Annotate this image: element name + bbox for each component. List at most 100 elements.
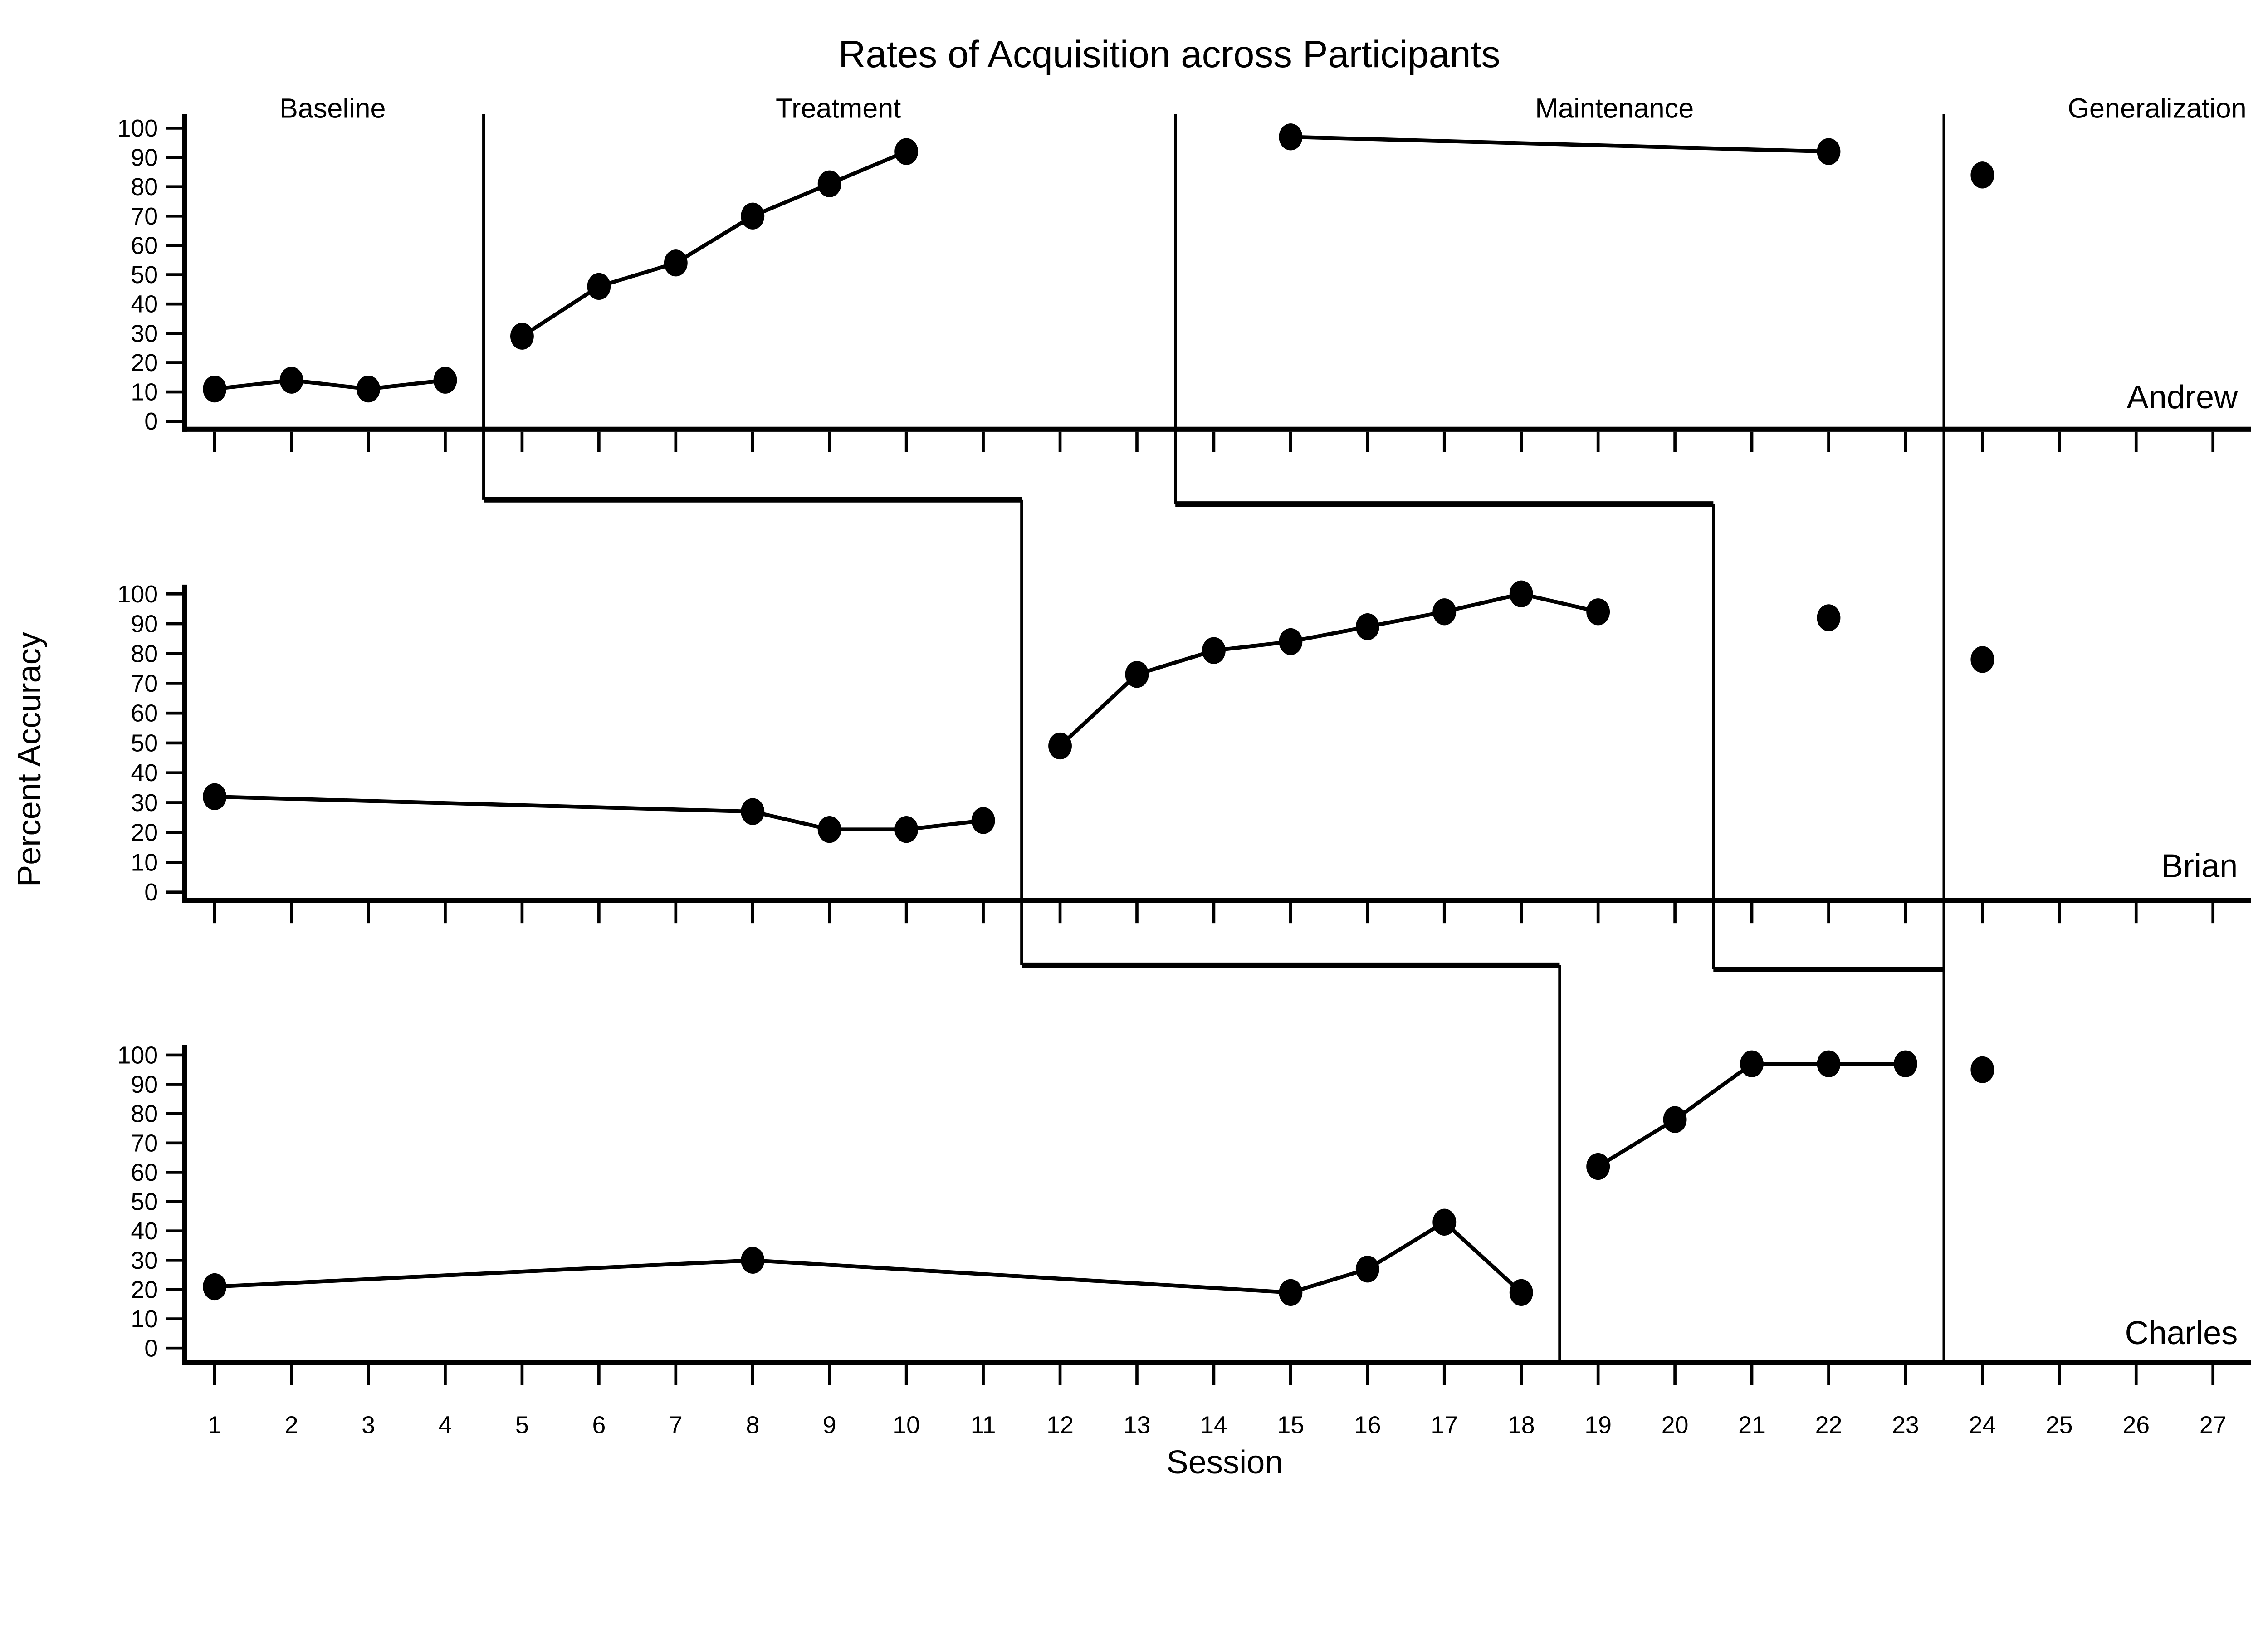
data-point: [1817, 138, 1841, 165]
data-point: [894, 816, 919, 843]
y-tick-label: 90: [131, 1071, 158, 1098]
y-tick-label: 30: [131, 320, 158, 347]
x-tick-label: 24: [1969, 1411, 1996, 1438]
y-tick-label: 10: [131, 379, 158, 406]
data-point: [203, 375, 227, 403]
data-point: [894, 138, 919, 165]
data-layer: [203, 123, 1994, 1306]
data-point: [1663, 1106, 1687, 1133]
data-point: [1432, 598, 1457, 626]
y-tick-label: 100: [117, 1041, 158, 1069]
data-point: [1970, 646, 1994, 673]
x-tick-label: 25: [2046, 1411, 2073, 1438]
figure-container: 0 10 20 30 40 50 60 70 80 90 100 0 10 20 30 40 50 60 70 80 9…: [11, 33, 2251, 1481]
y-tick-label: 20: [131, 1276, 158, 1303]
data-point: [971, 807, 995, 834]
x-tick-label: 11: [971, 1411, 996, 1438]
data-point: [1202, 637, 1226, 664]
data-series-baseline: [215, 795, 984, 831]
x-tick-label: 5: [515, 1411, 529, 1438]
y-tick-label: 30: [131, 1247, 158, 1274]
y-tick-label: 0: [144, 879, 158, 906]
x-axis-title: Session: [1167, 1444, 1283, 1481]
y-tick-label: 40: [131, 291, 158, 318]
y-tick-label: 20: [131, 819, 158, 846]
data-point: [1970, 1056, 1994, 1083]
data-point: [203, 1273, 227, 1301]
x-tick-label: 1: [208, 1411, 221, 1438]
y-tick-label: 80: [131, 173, 158, 200]
y-tick-label: 70: [131, 1129, 158, 1157]
data-series-baseline: [214, 1220, 1523, 1295]
x-tick-label: 4: [439, 1411, 452, 1438]
data-series-maintenance: [1290, 135, 1829, 154]
phase-label-maintenance: Maintenance: [1535, 93, 1694, 123]
data-point: [1279, 123, 1303, 151]
x-tick-label: 2: [285, 1411, 298, 1438]
multiple-baseline-chart: 0102030405060708090100010203040506070809…: [11, 33, 2251, 1481]
phase-lines-layer: [482, 114, 1945, 1363]
axes-layer: 0102030405060708090100010203040506070809…: [117, 114, 2251, 1438]
data-point: [279, 367, 303, 394]
data-point: [510, 323, 534, 350]
y-tick-label: 70: [131, 670, 158, 697]
data-point: [1355, 1256, 1379, 1283]
x-tick-label: 3: [362, 1411, 375, 1438]
phase-label-generalization: Generalization: [2068, 93, 2247, 123]
participant-label-andrew: Andrew: [2126, 379, 2238, 416]
x-tick-label: 15: [1277, 1411, 1305, 1438]
y-tick-label: 0: [144, 1335, 158, 1362]
data-point: [203, 783, 227, 810]
x-tick-label: 9: [823, 1411, 836, 1438]
data-point: [1893, 1050, 1917, 1077]
x-tick-label: 26: [2122, 1411, 2150, 1438]
y-tick-label: 60: [131, 1159, 158, 1186]
data-point: [1740, 1050, 1764, 1077]
data-point: [1509, 580, 1533, 607]
data-point: [587, 273, 611, 300]
y-tick-label: 40: [131, 759, 158, 787]
data-point: [1279, 628, 1303, 655]
data-point: [1586, 1153, 1610, 1180]
y-tick-label: 10: [131, 1305, 158, 1333]
y-tick-label: 100: [117, 581, 158, 608]
data-point: [433, 367, 457, 394]
data-point: [1125, 661, 1149, 688]
y-tick-label: 100: [117, 115, 158, 142]
participant-label-brian: Brian: [2161, 848, 2238, 884]
y-tick-label: 50: [131, 729, 158, 757]
x-tick-label: 19: [1584, 1411, 1612, 1438]
y-tick-label: 60: [131, 700, 158, 727]
y-tick-label: 40: [131, 1217, 158, 1245]
x-tick-label: 8: [746, 1411, 759, 1438]
data-point: [817, 170, 841, 197]
x-tick-label: 6: [592, 1411, 606, 1438]
participant-label-charles: Charles: [2125, 1315, 2238, 1351]
data-point: [1970, 161, 1994, 189]
x-tick-label: 17: [1431, 1411, 1458, 1438]
data-point: [1279, 1279, 1303, 1306]
data-point: [1048, 732, 1072, 760]
x-tick-label: 22: [1815, 1411, 1843, 1438]
panel-brian: [203, 580, 1994, 843]
x-tick-label: 27: [2200, 1411, 2227, 1438]
data-point: [357, 375, 380, 403]
x-tick-label: 16: [1354, 1411, 1381, 1438]
data-point: [817, 816, 841, 843]
x-tick-label: 21: [1738, 1411, 1765, 1438]
x-tick-label: 14: [1200, 1411, 1227, 1438]
y-tick-label: 80: [131, 1100, 158, 1128]
x-tick-label: 13: [1124, 1411, 1151, 1438]
y-tick-label: 80: [131, 640, 158, 667]
data-point: [1817, 604, 1841, 631]
y-tick-label: 60: [131, 232, 158, 259]
data-point: [1509, 1279, 1533, 1306]
x-tick-label: 20: [1662, 1411, 1689, 1438]
y-axis-title: Percent Accuracy: [11, 632, 48, 887]
x-tick-label: 10: [893, 1411, 920, 1438]
y-tick-label: 30: [131, 789, 158, 816]
data-point: [664, 249, 688, 277]
data-series-treatment: [1597, 1062, 1906, 1169]
y-tick-label: 0: [144, 408, 158, 435]
panel-andrew: [203, 123, 1994, 403]
